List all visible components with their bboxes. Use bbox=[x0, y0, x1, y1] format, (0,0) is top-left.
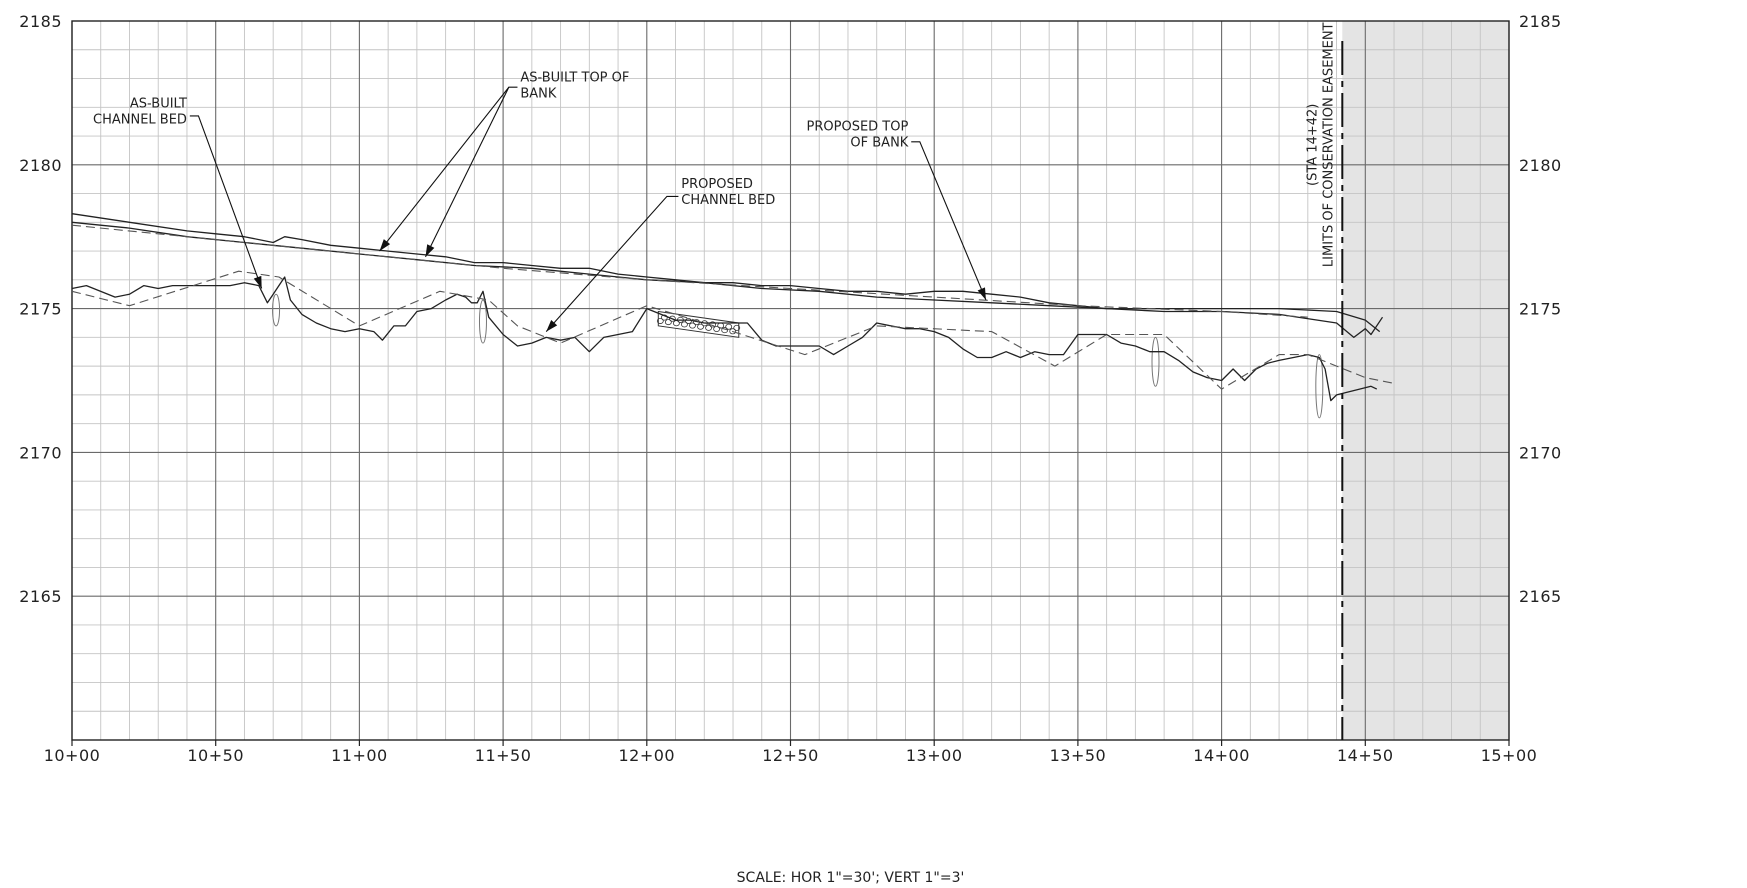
y-tick-label-left: 2165 bbox=[19, 587, 62, 606]
y-tick-label-left: 2175 bbox=[19, 300, 62, 319]
annotation-asbuilt-channel-bed: AS-BUILT CHANNEL BED bbox=[93, 96, 187, 127]
annotation-proposed-top-of-bank: PROPOSED TOP OF BANK bbox=[807, 119, 909, 150]
y-tick-label-left: 2185 bbox=[19, 12, 62, 31]
y-tick-labels-right: 2185 2180 2175 2170 2165 bbox=[1519, 12, 1562, 606]
x-tick-label: 10+50 bbox=[187, 746, 244, 765]
annotation-line: CHANNEL BED bbox=[93, 112, 187, 127]
riprap-stone bbox=[664, 319, 672, 326]
annotation-line: AS-BUILT bbox=[130, 96, 187, 111]
y-tick-labels-left: 2185 2180 2175 2170 2165 bbox=[19, 12, 62, 606]
y-tick-label-right: 2170 bbox=[1519, 443, 1562, 462]
riprap-stone bbox=[697, 323, 704, 330]
riprap-stone bbox=[705, 324, 712, 331]
easement-label: LIMITS OF CONSERVATION EASEMENT bbox=[1321, 22, 1336, 267]
riprap-stone bbox=[733, 324, 741, 331]
annotation-line: PROPOSED TOP bbox=[807, 119, 909, 134]
log-vane-3 bbox=[1151, 336, 1160, 387]
log-vane-structures bbox=[272, 293, 1324, 419]
asbuilt-top-2-line bbox=[71, 221, 1384, 339]
annotation-line: PROPOSED bbox=[681, 177, 753, 192]
leader-arrowhead bbox=[425, 244, 435, 257]
annotation-leaders bbox=[189, 86, 987, 332]
x-tick-label: 15+00 bbox=[1481, 746, 1538, 765]
structure-outline bbox=[478, 299, 487, 344]
y-tick-label-right: 2165 bbox=[1519, 587, 1562, 606]
y-tick-label-right: 2180 bbox=[1519, 156, 1562, 175]
annotation-line: AS-BUILT TOP OF bbox=[520, 70, 629, 85]
x-tick-label: 13+00 bbox=[906, 746, 963, 765]
riprap-stone bbox=[729, 328, 737, 335]
x-tick-label: 14+50 bbox=[1337, 746, 1394, 765]
x-tick-label: 11+50 bbox=[475, 746, 532, 765]
riprap-stone bbox=[668, 315, 676, 322]
y-tick-label-right: 2185 bbox=[1519, 12, 1562, 31]
x-tick-label: 14+00 bbox=[1193, 746, 1250, 765]
riprap-stone bbox=[713, 326, 721, 333]
scale-note: SCALE: HOR 1"=30'; VERT 1"=3' bbox=[737, 870, 965, 886]
x-tick-label: 10+00 bbox=[44, 746, 101, 765]
riprap-stone bbox=[656, 317, 664, 324]
easement-limit-marker: LIMITS OF CONSERVATION EASEMENT (STA 14+… bbox=[1305, 22, 1344, 740]
leader-arrowhead bbox=[379, 239, 391, 252]
y-tick-label-left: 2180 bbox=[19, 156, 62, 175]
asbuilt-bed-line bbox=[71, 276, 1378, 402]
leader-arrowhead bbox=[546, 319, 558, 332]
leader-arrowhead bbox=[253, 275, 262, 289]
profile-lines bbox=[71, 213, 1395, 402]
riprap-stone bbox=[689, 322, 696, 329]
riprap-stone bbox=[681, 321, 688, 328]
structure-outline bbox=[1315, 354, 1324, 419]
conservation-easement-shading bbox=[1342, 21, 1509, 740]
annotation-line: CHANNEL BED bbox=[681, 193, 775, 208]
leader-asbuilt-channel-bed bbox=[189, 115, 263, 289]
y-tick-label-right: 2175 bbox=[1519, 300, 1562, 319]
proposed-top-line bbox=[71, 224, 1308, 318]
easement-station-label: (STA 14+42) bbox=[1305, 104, 1320, 186]
structure-outline bbox=[1151, 336, 1160, 387]
major-gridlines bbox=[71, 20, 1510, 741]
log-vane-1 bbox=[272, 293, 281, 327]
x-tick-label: 12+00 bbox=[618, 746, 675, 765]
leader-asbuilt-top-of-bank-2 bbox=[425, 86, 510, 258]
asbuilt-top-line bbox=[71, 213, 1381, 333]
x-tick-label: 12+50 bbox=[762, 746, 819, 765]
x-tick-label: 11+00 bbox=[331, 746, 388, 765]
y-tick-label-left: 2170 bbox=[19, 443, 62, 462]
leader-arrowhead bbox=[977, 287, 986, 300]
x-tick-labels: 10+00 10+50 11+00 11+50 12+00 12+50 13+00 13+50… bbox=[44, 740, 1538, 765]
leader-proposed-channel-bed bbox=[545, 195, 679, 332]
riprap-stone bbox=[721, 327, 729, 334]
annotation-asbuilt-top-of-bank: AS-BUILT TOP OF BANK bbox=[520, 70, 629, 101]
leader-proposed-top-of-bank bbox=[911, 141, 987, 301]
riprap-stone bbox=[725, 323, 733, 330]
x-tick-label: 13+50 bbox=[1050, 746, 1107, 765]
riprap-zone bbox=[656, 310, 741, 338]
annotation-line: OF BANK bbox=[850, 135, 908, 150]
annotation-proposed-channel-bed: PROPOSED CHANNEL BED bbox=[681, 177, 775, 208]
log-vane-4 bbox=[1315, 354, 1324, 419]
annotation-line: BANK bbox=[520, 86, 557, 101]
log-vane-2 bbox=[478, 299, 487, 344]
structure-outline bbox=[272, 293, 281, 327]
